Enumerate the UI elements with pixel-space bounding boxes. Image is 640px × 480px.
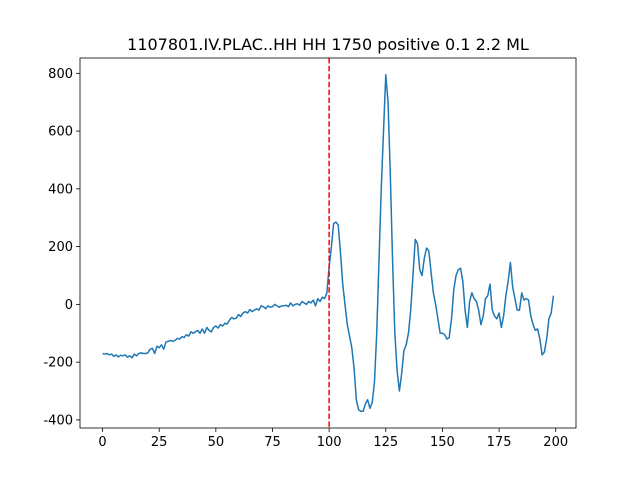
x-tick-label: 75 [264,435,281,450]
x-tick-label: 0 [98,435,106,450]
y-tick-label: 800 [48,67,73,82]
y-tick-label: 600 [48,125,73,140]
y-tick-label: -400 [43,413,73,428]
line [102,74,555,412]
y-tick-label: 200 [48,240,73,255]
x-tick-label: 125 [373,435,398,450]
chart-title: 1107801.IV.PLAC..HH HH 1750 positive 0.1… [127,35,529,54]
x-tick-label: 150 [430,435,455,450]
y-tick-label: -200 [43,356,73,371]
x-tick-label: 200 [543,435,568,450]
x-tick-label: 100 [317,435,342,450]
x-tick-label: 50 [208,435,225,450]
plot-frame [79,57,577,429]
x-tick-label: 25 [151,435,168,450]
y-tick-label: 0 [65,298,73,313]
x-tick-label: 175 [487,435,512,450]
y-tick-label: 400 [48,182,73,197]
